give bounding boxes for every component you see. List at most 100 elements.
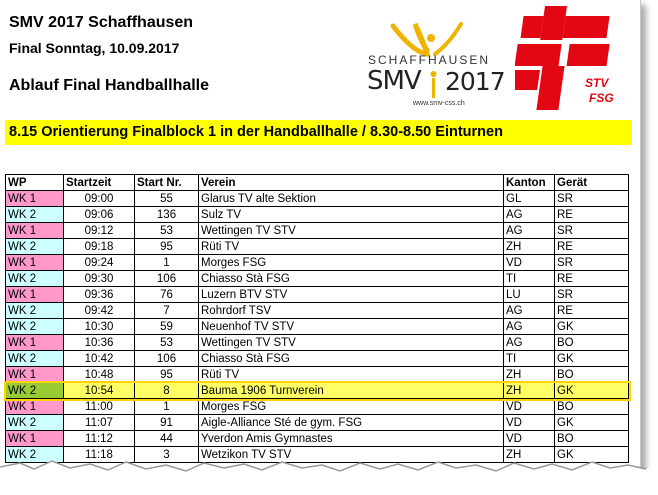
column-header: Verein [198,174,504,191]
cell-kanton: VD [503,430,555,447]
table-row: WK 2 09:30 106 Chiasso Stà FSG TI RE [5,270,629,287]
stv-logo: STV FSG [511,6,635,114]
document-subtitle: Final Sonntag, 10.09.2017 [9,40,180,56]
cell-geraet: SR [554,254,629,271]
table-row: WK 2 09:42 7 Rohrdorf TSV AG RE [5,302,629,319]
table-row: WK 1 09:36 76 Luzern BTV STV LU SR [5,286,629,303]
cell-geraet: BO [554,366,629,383]
table-row: WK 1 11:12 44 Yverdon Amis Gymnastes VD BO [5,430,629,447]
cell-time: 11:00 [63,398,135,415]
swiss-cross-icon [511,6,610,110]
cell-nr: 106 [134,350,199,367]
cell-wp: WK 2 [5,446,64,463]
cell-verein: Morges FSG [198,254,504,271]
cell-geraet: GK [554,350,629,367]
document-title: SMV 2017 Schaffhausen [9,14,194,31]
column-header: Start Nr. [134,174,199,191]
cell-nr: 55 [134,190,199,207]
cell-nr: 1 [134,398,199,415]
cell-kanton: AG [503,334,555,351]
cell-geraet: SR [554,222,629,239]
gymnast-swoosh-icon [390,22,463,58]
cell-time: 09:18 [63,238,135,255]
column-header: Kanton [503,174,555,191]
cell-verein: Yverdon Amis Gymnastes [198,430,504,447]
cell-time: 10:30 [63,318,135,335]
cell-wp: WK 1 [5,398,64,415]
cell-kanton: LU [503,286,555,303]
cell-wp: WK 1 [5,286,64,303]
cell-wp: WK 2 [5,350,64,367]
table-row: WK 2 09:18 95 Rüti TV ZH RE [5,238,629,255]
table-row: WK 1 11:00 1 Morges FSG VD BO [5,398,629,415]
cell-wp: WK 2 [5,302,64,319]
cell-geraet: RE [554,238,629,255]
cell-nr: 95 [134,366,199,383]
cell-time: 11:07 [63,414,135,431]
column-header: WP [5,174,64,191]
cell-geraet: RE [554,270,629,287]
cell-verein: Rohrdorf TSV [198,302,504,319]
cell-geraet: RE [554,302,629,319]
cell-verein: Bauma 1906 Turnverein [198,382,504,399]
cell-time: 09:42 [63,302,135,319]
cell-nr: 1 [134,254,199,271]
cell-nr: 95 [134,238,199,255]
cell-wp: WK 1 [5,254,64,271]
cell-kanton: AG [503,206,555,223]
cell-kanton: ZH [503,238,555,255]
cell-verein: Wetzikon TV STV [198,446,504,463]
smv-logo-city: SCHAFFHAUSEN [368,53,491,67]
cell-kanton: AG [503,318,555,335]
cell-geraet: GK [554,318,629,335]
cell-verein: Luzern BTV STV [198,286,504,303]
cell-wp: WK 2 [5,206,64,223]
cell-nr: 106 [134,270,199,287]
cell-verein: Chiasso Stà FSG [198,270,504,287]
cell-nr: 7 [134,302,199,319]
cell-geraet: GK [554,446,629,463]
cell-time: 09:24 [63,254,135,271]
table-row: WK 1 09:00 55 Glarus TV alte Sektion GL SR [5,190,629,207]
cell-geraet: RE [554,206,629,223]
cell-kanton: ZH [503,366,555,383]
table-row: WK 2 11:18 3 Wetzikon TV STV ZH GK [5,446,629,463]
cell-time: 09:06 [63,206,135,223]
cell-wp: WK 1 [5,334,64,351]
cell-verein: Wettingen TV STV [198,334,504,351]
cell-verein: Wettingen TV STV [198,222,504,239]
cell-nr: 53 [134,334,199,351]
cell-kanton: ZH [503,382,555,399]
cell-time: 09:00 [63,190,135,207]
cell-geraet: GK [554,414,629,431]
table-header-row: WP Startzeit Start Nr. Verein Kanton Gerät [5,174,629,191]
cell-kanton: VD [503,414,555,431]
smv-logo-url: www.smv-css.ch [413,100,465,107]
cell-nr: 53 [134,222,199,239]
cell-wp: WK 2 [5,238,64,255]
cell-verein: Rüti TV [198,366,504,383]
table-row: WK 2 11:07 91 Aigle-Alliance Sté de gym. FS… [5,414,629,431]
table-row: WK 2 10:42 106 Chiasso Stà FSG TI GK [5,350,629,367]
cell-time: 10:54 [63,382,135,399]
table-row: WK 1 10:36 53 Wettingen TV STV AG BO [5,334,629,351]
cell-wp: WK 1 [5,222,64,239]
cell-kanton: AG [503,302,555,319]
cell-time: 10:48 [63,366,135,383]
cell-verein: Chiasso Stà FSG [198,350,504,367]
cell-geraet: BO [554,398,629,415]
cell-nr: 76 [134,286,199,303]
column-header: Gerät [554,174,629,191]
cell-geraet: BO [554,430,629,447]
cell-wp: WK 1 [5,430,64,447]
cell-nr: 91 [134,414,199,431]
cell-wp: WK 2 [5,318,64,335]
cell-wp: WK 2 [5,270,64,287]
stv-logo-stv: STV [585,76,609,90]
schedule-banner: 8.15 Orientierung Finalblock 1 in der Ha… [5,120,632,145]
schedule-table-body: WK 1 09:00 55 Glarus TV alte Sektion GL SR WK … [3,190,631,463]
cell-time: 11:18 [63,446,135,463]
cell-geraet: SR [554,190,629,207]
gymnast-figure-icon [430,71,437,98]
smv-logo: SCHAFFHAUSEN SMV 2017 www.smv-css.ch [365,20,506,108]
